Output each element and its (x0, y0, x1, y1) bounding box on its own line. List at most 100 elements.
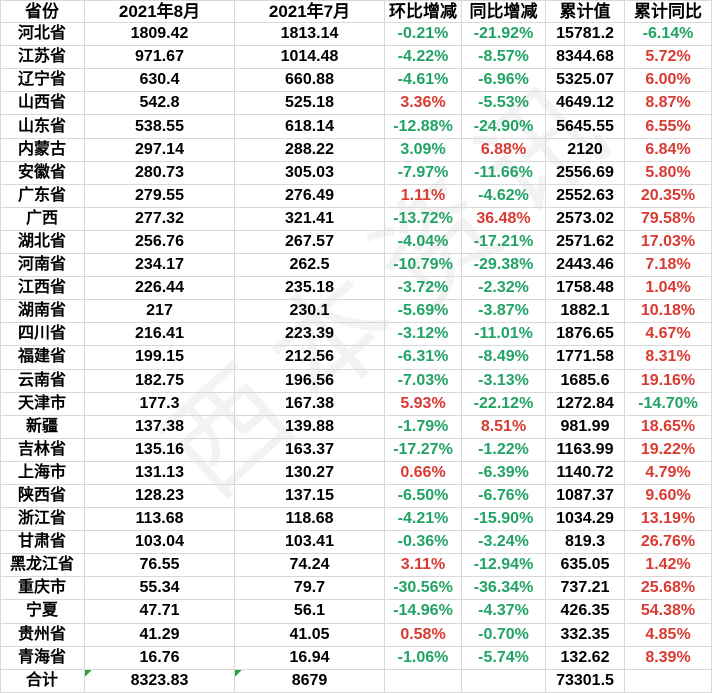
cell-aug[interactable]: 8323.83 (85, 669, 235, 693)
cell-yoy[interactable]: -4.37% (462, 600, 546, 624)
cell-province[interactable]: 上海市 (0, 461, 85, 485)
cell-cum[interactable]: 332.35 (546, 623, 625, 647)
cell-province[interactable]: 合计 (0, 669, 85, 693)
cell-province[interactable]: 湖南省 (0, 300, 85, 324)
cell-aug[interactable]: 630.4 (85, 69, 235, 93)
header-cell-province[interactable]: 省份 (0, 0, 85, 24)
cell-cumyoy[interactable]: 79.58% (625, 207, 712, 231)
cell-cum[interactable]: 981.99 (546, 415, 625, 439)
cell-cumyoy[interactable]: 19.16% (625, 369, 712, 393)
cell-aug[interactable]: 277.32 (85, 207, 235, 231)
cell-cum[interactable]: 4649.12 (546, 92, 625, 116)
cell-jul[interactable]: 223.39 (235, 323, 385, 347)
header-cell-cum[interactable]: 累计值 (546, 0, 625, 24)
cell-mom[interactable]: -6.50% (385, 484, 462, 509)
cell-yoy[interactable]: -5.74% (462, 646, 546, 670)
cell-province[interactable]: 安徽省 (0, 161, 85, 185)
cell-jul[interactable]: 130.27 (235, 461, 385, 485)
cell-province[interactable]: 广东省 (0, 184, 85, 208)
cell-mom[interactable]: -1.79% (385, 415, 462, 439)
cell-province[interactable]: 天津市 (0, 392, 85, 416)
cell-mom[interactable]: 3.09% (385, 138, 462, 162)
cell-aug[interactable]: 280.73 (85, 161, 235, 185)
cell-cumyoy[interactable] (625, 669, 712, 693)
cell-mom[interactable]: -13.72% (385, 207, 462, 231)
cell-yoy[interactable]: -12.94% (462, 554, 546, 578)
cell-aug[interactable]: 137.38 (85, 415, 235, 439)
cell-yoy[interactable]: -3.87% (462, 300, 546, 324)
header-cell-yoy[interactable]: 同比增减 (462, 0, 546, 24)
cell-jul[interactable]: 212.56 (235, 346, 385, 370)
cell-province[interactable]: 贵州省 (0, 623, 85, 647)
cell-mom[interactable]: -4.21% (385, 508, 462, 532)
cell-jul[interactable]: 288.22 (235, 138, 385, 162)
cell-jul[interactable]: 41.05 (235, 623, 385, 647)
cell-cumyoy[interactable]: 17.03% (625, 230, 712, 255)
cell-mom[interactable]: 5.93% (385, 392, 462, 416)
cell-jul[interactable]: 235.18 (235, 277, 385, 301)
cell-cumyoy[interactable]: 18.65% (625, 415, 712, 439)
cell-cumyoy[interactable]: 8.31% (625, 346, 712, 370)
cell-aug[interactable]: 177.3 (85, 392, 235, 416)
cell-jul[interactable]: 267.57 (235, 230, 385, 255)
cell-aug[interactable]: 128.23 (85, 484, 235, 509)
cell-yoy[interactable]: -6.76% (462, 484, 546, 509)
cell-yoy[interactable]: -6.39% (462, 461, 546, 485)
cell-mom[interactable]: -0.36% (385, 531, 462, 555)
cell-cumyoy[interactable]: 25.68% (625, 577, 712, 601)
cell-province[interactable]: 广西 (0, 207, 85, 231)
cell-yoy[interactable]: -11.66% (462, 161, 546, 185)
cell-cum[interactable]: 1140.72 (546, 461, 625, 485)
cell-jul[interactable]: 1014.48 (235, 46, 385, 70)
cell-cum[interactable]: 2571.62 (546, 230, 625, 255)
cell-cumyoy[interactable]: 4.67% (625, 323, 712, 347)
cell-jul[interactable]: 74.24 (235, 554, 385, 578)
cell-yoy[interactable]: -36.34% (462, 577, 546, 601)
cell-province[interactable]: 宁夏 (0, 600, 85, 624)
cell-cumyoy[interactable]: -6.14% (625, 23, 712, 47)
cell-mom[interactable]: -7.03% (385, 369, 462, 393)
cell-mom[interactable]: -3.72% (385, 277, 462, 301)
header-cell-mom[interactable]: 环比增减 (385, 0, 462, 24)
cell-cumyoy[interactable]: 6.00% (625, 69, 712, 93)
cell-jul[interactable]: 8679 (235, 669, 385, 693)
cell-cum[interactable]: 1882.1 (546, 300, 625, 324)
cell-province[interactable]: 浙江省 (0, 508, 85, 532)
cell-cumyoy[interactable]: 5.72% (625, 46, 712, 70)
cell-mom[interactable]: -4.22% (385, 46, 462, 70)
cell-jul[interactable]: 103.41 (235, 531, 385, 555)
cell-jul[interactable]: 321.41 (235, 207, 385, 231)
cell-yoy[interactable]: -4.62% (462, 184, 546, 208)
cell-aug[interactable]: 216.41 (85, 323, 235, 347)
cell-jul[interactable]: 139.88 (235, 415, 385, 439)
cell-province[interactable]: 陕西省 (0, 484, 85, 509)
cell-province[interactable]: 河北省 (0, 23, 85, 47)
cell-cum[interactable]: 1272.84 (546, 392, 625, 416)
cell-jul[interactable]: 1813.14 (235, 23, 385, 47)
cell-aug[interactable]: 971.67 (85, 46, 235, 70)
cell-aug[interactable]: 234.17 (85, 254, 235, 278)
cell-yoy[interactable]: 8.51% (462, 415, 546, 439)
cell-aug[interactable]: 1809.42 (85, 23, 235, 47)
cell-yoy[interactable]: 36.48% (462, 207, 546, 231)
cell-mom[interactable]: -4.04% (385, 230, 462, 255)
cell-yoy[interactable]: -2.32% (462, 277, 546, 301)
cell-yoy[interactable]: -0.70% (462, 623, 546, 647)
cell-yoy[interactable]: -8.49% (462, 346, 546, 370)
cell-province[interactable]: 吉林省 (0, 438, 85, 462)
cell-province[interactable]: 重庆市 (0, 577, 85, 601)
cell-aug[interactable]: 131.13 (85, 461, 235, 485)
cell-yoy[interactable]: -8.57% (462, 46, 546, 70)
cell-jul[interactable]: 163.37 (235, 438, 385, 462)
cell-cumyoy[interactable]: 1.04% (625, 277, 712, 301)
cell-cumyoy[interactable]: -14.70% (625, 392, 712, 416)
cell-aug[interactable]: 135.16 (85, 438, 235, 462)
cell-jul[interactable]: 230.1 (235, 300, 385, 324)
cell-province[interactable]: 江西省 (0, 277, 85, 301)
cell-jul[interactable]: 196.56 (235, 369, 385, 393)
cell-province[interactable]: 湖北省 (0, 230, 85, 255)
cell-cum[interactable]: 1876.65 (546, 323, 625, 347)
cell-province[interactable]: 河南省 (0, 254, 85, 278)
cell-cum[interactable]: 1758.48 (546, 277, 625, 301)
cell-aug[interactable]: 538.55 (85, 115, 235, 139)
